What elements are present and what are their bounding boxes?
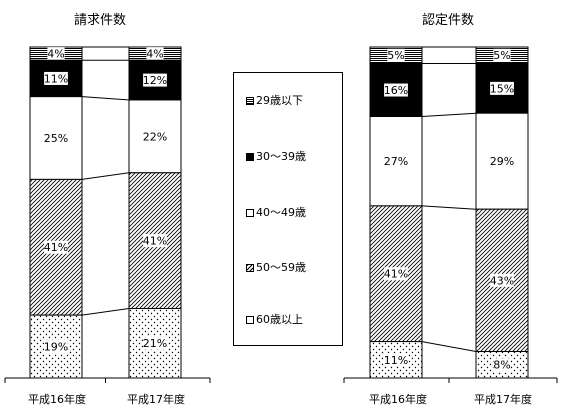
data-label-bg (384, 154, 408, 168)
legend-item-30s: 30～39歳 (246, 150, 306, 164)
data-label-bg (384, 83, 408, 97)
legend-label: 60歳以上 (256, 313, 303, 326)
data-label-bg (44, 71, 68, 85)
data-label: 19% (44, 341, 68, 354)
data-label-bg (143, 336, 167, 350)
data-label-bg (44, 240, 68, 254)
data-label: 16% (384, 84, 408, 97)
data-label-bg (47, 47, 65, 61)
category-label: 平成16年度 (28, 392, 86, 406)
data-label-bg (490, 273, 514, 287)
legend-swatch-50s (246, 264, 254, 272)
connector-line (421, 205, 477, 210)
data-label: 12% (143, 74, 167, 87)
legend-swatch-under29 (246, 97, 254, 105)
data-label-bg (44, 131, 68, 145)
category-label: 平成17年度 (474, 392, 532, 406)
data-label: 27% (384, 155, 408, 168)
data-label-bg (493, 358, 511, 372)
data-label: 41% (44, 241, 68, 254)
data-label-bg (143, 234, 167, 248)
data-label: 5% (387, 49, 404, 62)
legend-swatch-30s (246, 153, 254, 161)
legend-swatch-40s (246, 209, 254, 217)
connector-line (81, 96, 130, 101)
data-label: 8% (493, 359, 510, 372)
legend-item-40s: 40～49歳 (246, 206, 306, 220)
data-label: 11% (384, 354, 408, 367)
data-label-bg (384, 353, 408, 367)
connector-line (81, 172, 130, 180)
data-label-bg (146, 47, 164, 61)
data-label: 4% (47, 48, 64, 61)
data-label: 22% (143, 130, 167, 143)
data-label-bg (44, 340, 68, 354)
chart-title: 請求件数 (74, 13, 126, 28)
data-label-bg (387, 48, 405, 62)
legend: 29歳以下 30～39歳 40～49歳 50～59歳 60歳以上 (233, 72, 343, 346)
data-label: 29% (490, 155, 514, 168)
data-label: 5% (493, 49, 510, 62)
chart-title: 認定件数 (422, 12, 474, 28)
data-label: 43% (490, 274, 514, 287)
connector-line (81, 307, 130, 316)
data-label-bg (143, 73, 167, 87)
data-label: 41% (384, 268, 408, 281)
data-label-bg (143, 129, 167, 143)
legend-label: 50～59歳 (256, 261, 306, 274)
connector-line (421, 341, 477, 353)
legend-label: 40～49歳 (256, 206, 306, 219)
legend-swatch-60s (246, 316, 254, 324)
data-label: 11% (44, 72, 68, 85)
legend-label: 29歳以下 (256, 94, 303, 107)
bar-segment-60s (475, 351, 529, 379)
legend-item-50s: 50～59歳 (246, 261, 306, 275)
category-label: 平成17年度 (127, 392, 185, 406)
connector-line (421, 112, 477, 118)
data-label-bg (490, 81, 514, 95)
legend-item-under29: 29歳以下 (246, 94, 303, 108)
category-label: 平成16年度 (369, 392, 427, 406)
legend-item-60s: 60歳以上 (246, 313, 303, 327)
legend-label: 30～39歳 (256, 150, 306, 163)
data-label-bg (493, 48, 511, 62)
data-label: 25% (44, 132, 68, 145)
data-label: 21% (143, 337, 167, 350)
data-label-bg (384, 267, 408, 281)
data-label: 15% (490, 82, 514, 95)
data-label: 41% (143, 235, 167, 248)
data-label: 4% (146, 48, 163, 61)
data-label-bg (490, 154, 514, 168)
